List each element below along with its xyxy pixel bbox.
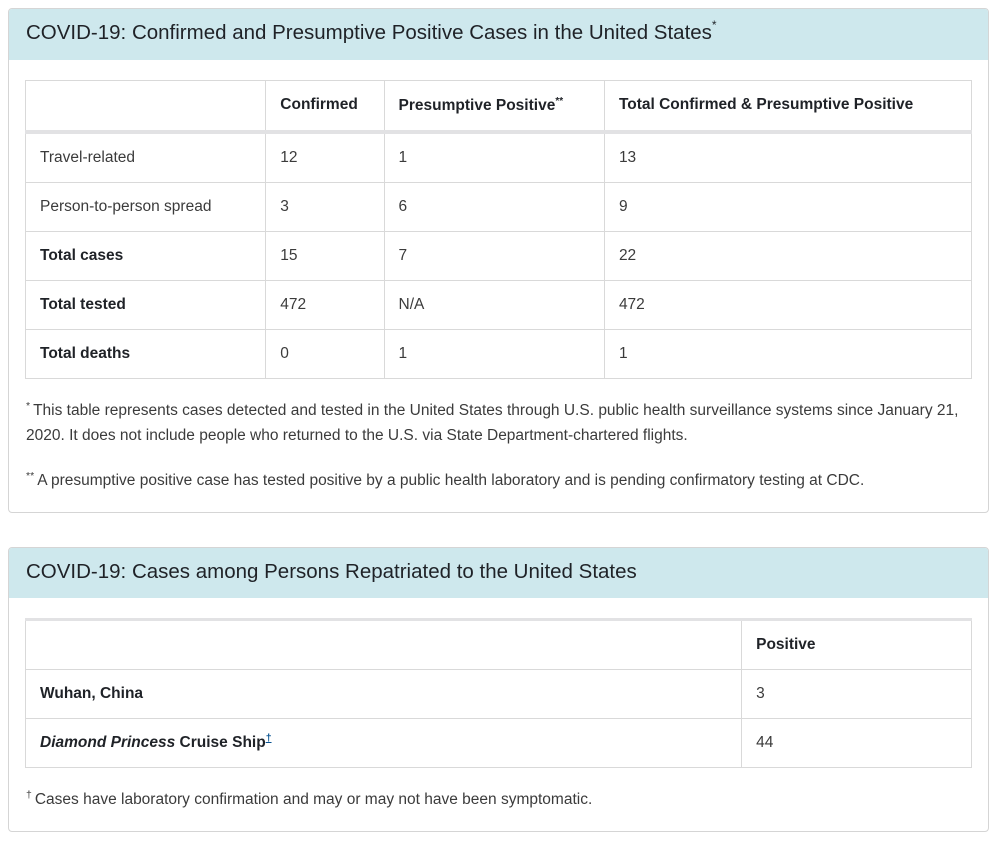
confirmed-cases-card: COVID-19: Confirmed and Presumptive Posi… [8, 8, 989, 513]
cell-confirmed: 12 [265, 131, 385, 183]
table-row-travel-related: Travel-related 12 1 13 [24, 131, 973, 183]
footnote-marker-double-asterisk: ** [26, 469, 35, 482]
table-row-total-tested: Total tested 472 N/A 472 [24, 279, 973, 330]
card-title-text: COVID-19: Cases among Persons Repatriate… [26, 559, 637, 583]
row-label: Total tested [24, 279, 267, 330]
title-asterisk: * [711, 18, 717, 33]
repatriated-cases-card-body: Positive Wuhan, China 3 Diamond Princess… [9, 618, 988, 831]
table-row-total-cases: Total cases 15 7 22 [24, 230, 973, 281]
footnote-marker-dagger: † [26, 789, 32, 802]
cases-table: Confirmed Presumptive Positive** Total C… [24, 79, 973, 379]
repatriated-table-body: Wuhan, China 3 Diamond Princess Cruise S… [24, 669, 972, 769]
cell-confirmed: 15 [265, 230, 385, 281]
cell-total: 1 [603, 328, 973, 379]
cell-total: 9 [603, 181, 973, 232]
table-header-row: Positive [24, 619, 972, 671]
row-label: Wuhan, China [24, 669, 743, 720]
table-header-row: Confirmed Presumptive Positive** Total C… [24, 79, 973, 134]
footnote-surveillance: * This table represents cases detected an… [26, 398, 972, 449]
header-empty [24, 79, 267, 134]
cell-presumptive: 1 [383, 328, 605, 379]
cell-presumptive: 7 [383, 230, 605, 281]
repatriated-cases-card-title: COVID-19: Cases among Persons Repatriate… [9, 547, 988, 599]
repatriated-table: Positive Wuhan, China 3 Diamond Princess… [24, 618, 972, 769]
header-empty [24, 619, 743, 671]
repatriated-table-header: Positive [24, 619, 972, 671]
ship-name-italic: Diamond Princess [40, 734, 176, 752]
header-presumptive-positive-label: Presumptive Positive [398, 96, 556, 114]
cell-total: 13 [603, 131, 973, 183]
row-label: Total cases [24, 230, 267, 281]
table-row-wuhan: Wuhan, China 3 [24, 669, 972, 720]
footnote-laboratory-confirmation: † Cases have laboratory confirmation and … [26, 787, 972, 813]
cell-positive: 3 [741, 669, 972, 720]
cases-table-body: Travel-related 12 1 13 Person-to-person … [24, 131, 973, 379]
header-total-confirmed-presumptive: Total Confirmed & Presumptive Positive [603, 79, 973, 134]
confirmed-cases-card-title: COVID-19: Confirmed and Presumptive Posi… [9, 9, 988, 60]
card-title-text: COVID-19: Confirmed and Presumptive Posi… [26, 21, 712, 44]
footnote-presumptive-definition: ** A presumptive positive case has tested… [26, 468, 972, 494]
footnote-text: A presumptive positive case has tested p… [37, 471, 865, 489]
header-confirmed: Confirmed [265, 79, 385, 134]
row-label-rest: Cruise Ship [175, 734, 266, 752]
row-label: Travel-related [24, 131, 267, 183]
footnote-text: This table represents cases detected and… [26, 401, 959, 444]
cell-presumptive: 6 [383, 181, 605, 232]
confirmed-cases-card-body: Confirmed Presumptive Positive** Total C… [9, 79, 988, 512]
repatriated-cases-card: COVID-19: Cases among Persons Repatriate… [8, 546, 989, 833]
dagger-footnote-link[interactable]: † [265, 731, 272, 744]
cell-confirmed: 472 [265, 279, 385, 330]
presumptive-positive-superscript: ** [555, 95, 564, 107]
table-row-total-deaths: Total deaths 0 1 1 [24, 328, 973, 379]
table-row-person-to-person: Person-to-person spread 3 6 9 [24, 181, 973, 232]
cell-positive: 44 [741, 718, 972, 769]
cell-total: 472 [603, 279, 973, 330]
table-row-diamond-princess: Diamond Princess Cruise Ship† 44 [24, 718, 972, 769]
cell-confirmed: 3 [265, 181, 385, 232]
row-label: Total deaths [24, 328, 267, 379]
row-label: Person-to-person spread [24, 181, 267, 232]
cell-presumptive: 1 [383, 131, 605, 183]
footnote-text: Cases have laboratory confirmation and m… [34, 791, 593, 809]
cases-table-header: Confirmed Presumptive Positive** Total C… [24, 79, 973, 134]
footnote-marker-asterisk: * [26, 399, 31, 412]
cell-presumptive: N/A [383, 279, 605, 330]
cell-confirmed: 0 [265, 328, 385, 379]
row-label: Diamond Princess Cruise Ship† [24, 718, 743, 769]
cell-total: 22 [603, 230, 973, 281]
header-positive: Positive [741, 619, 972, 671]
header-presumptive-positive: Presumptive Positive** [383, 79, 605, 134]
